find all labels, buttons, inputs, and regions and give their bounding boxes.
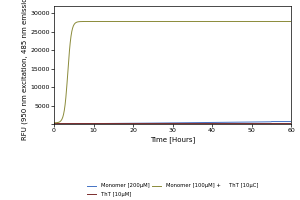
Monomer [200μM] bbox=[159, 122, 163, 124]
ThT [10μM] bbox=[113, 122, 117, 124]
ThT [10μM] bbox=[94, 122, 98, 124]
Monomer [100μM] +     ThT [10μC] bbox=[94, 20, 98, 23]
Monomer [100μM] +     ThT [10μC] bbox=[289, 20, 293, 23]
Legend: Monomer [200μM], ThT [10μM], Monomer [100μM] +     ThT [10μC]: Monomer [200μM], ThT [10μM], Monomer [10… bbox=[87, 183, 258, 197]
Monomer [200μM] bbox=[289, 120, 293, 123]
Monomer [200μM] bbox=[231, 121, 234, 123]
ThT [10μM] bbox=[52, 122, 56, 124]
Monomer [100μM] +     ThT [10μC] bbox=[113, 20, 117, 23]
Monomer [200μM] bbox=[211, 121, 214, 124]
Monomer [200μM] bbox=[192, 121, 196, 124]
Monomer [200μM] bbox=[113, 122, 117, 125]
ThT [10μM] bbox=[231, 122, 234, 124]
Monomer [200μM] bbox=[94, 122, 98, 125]
Monomer [100μM] +     ThT [10μC] bbox=[160, 20, 164, 23]
Monomer [100μM] +     ThT [10μC] bbox=[52, 122, 56, 124]
X-axis label: Time [Hours]: Time [Hours] bbox=[150, 136, 195, 143]
ThT [10μM] bbox=[159, 122, 163, 124]
Line: Monomer [100μM] +     ThT [10μC]: Monomer [100μM] + ThT [10μC] bbox=[54, 21, 291, 123]
Monomer [200μM] bbox=[270, 120, 273, 123]
Monomer [100μM] +     ThT [10μC] bbox=[211, 20, 214, 23]
Monomer [100μM] +     ThT [10μC] bbox=[132, 20, 136, 23]
Monomer [100μM] +     ThT [10μC] bbox=[231, 20, 235, 23]
ThT [10μM] bbox=[192, 122, 196, 124]
Line: Monomer [200μM]: Monomer [200μM] bbox=[54, 122, 291, 124]
ThT [10μM] bbox=[211, 122, 214, 124]
Y-axis label: RFU (950 nm excitation, 485 nm emission): RFU (950 nm excitation, 485 nm emission) bbox=[21, 0, 28, 140]
Monomer [100μM] +     ThT [10μC] bbox=[192, 20, 196, 23]
ThT [10μM] bbox=[289, 122, 293, 124]
Monomer [200μM] bbox=[52, 123, 56, 125]
